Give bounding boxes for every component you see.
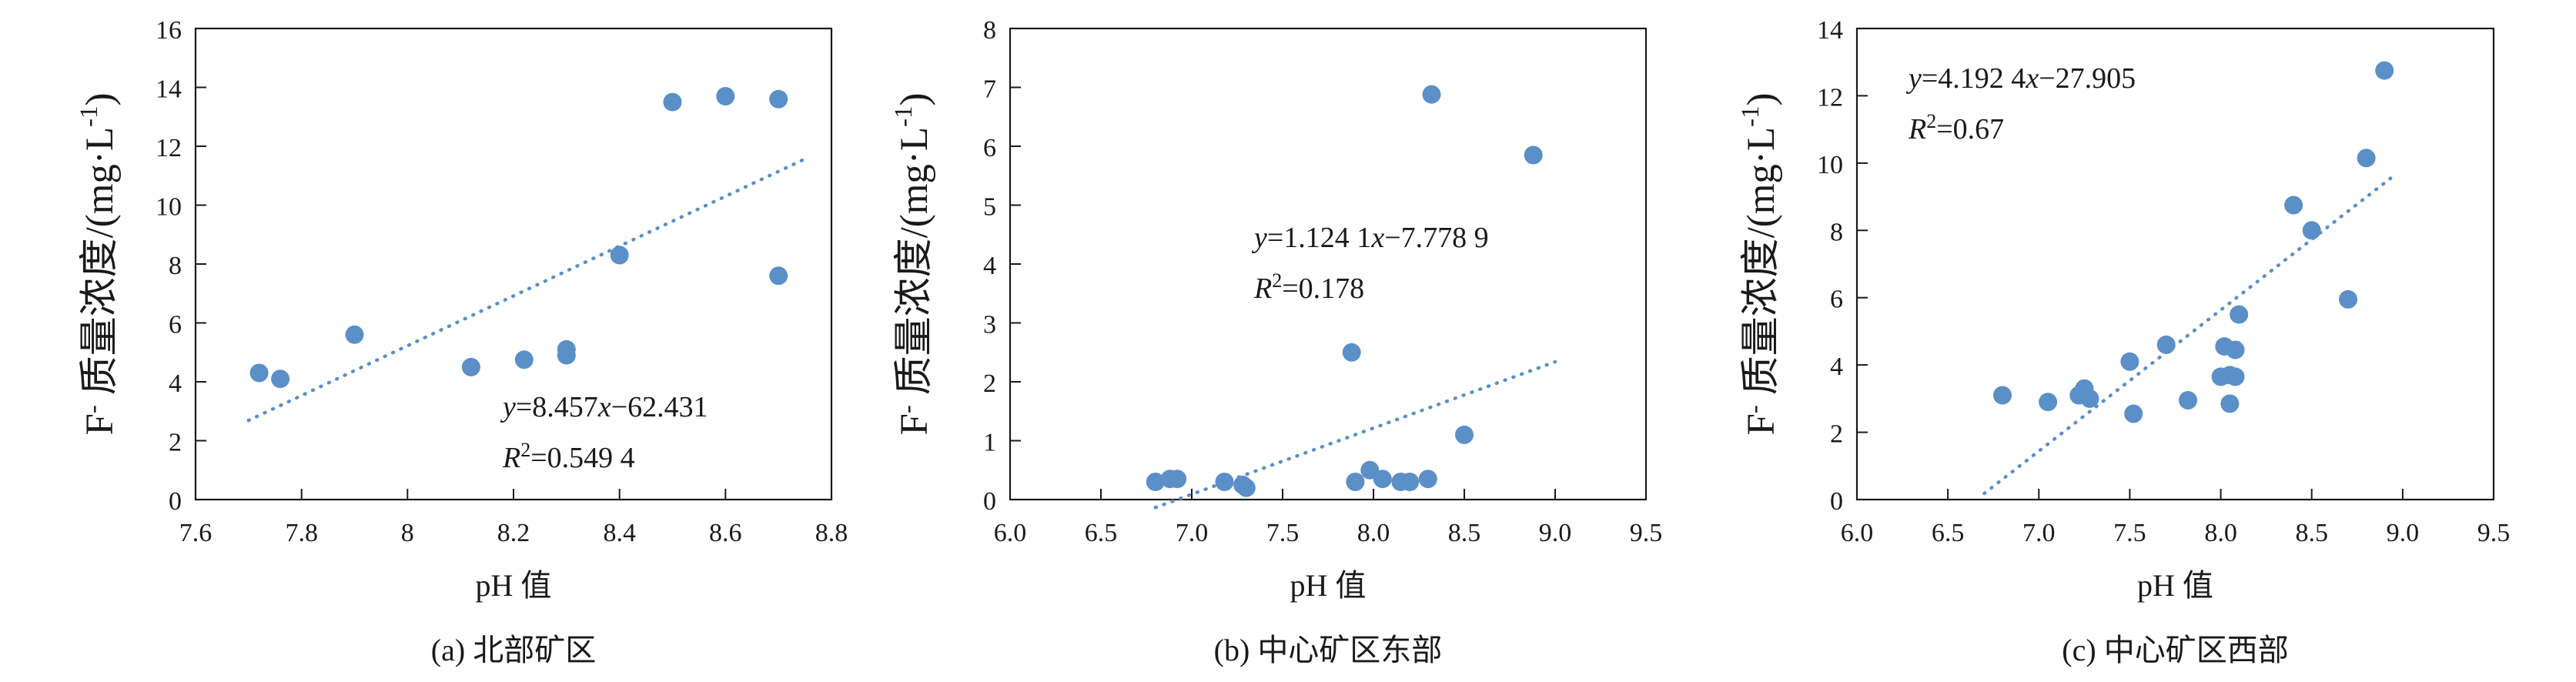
svg-text:10: 10 — [156, 193, 182, 222]
svg-text:8: 8 — [169, 252, 182, 280]
svg-text:4: 4 — [1830, 353, 1843, 381]
svg-text:6.0: 6.0 — [994, 519, 1027, 547]
svg-text:2: 2 — [169, 429, 182, 457]
svg-text:8.5: 8.5 — [1448, 519, 1481, 547]
svg-text:R2=0.67: R2=0.67 — [1908, 110, 2004, 145]
svg-text:8.0: 8.0 — [2204, 519, 2237, 547]
svg-text:3: 3 — [983, 311, 996, 339]
svg-text:7: 7 — [983, 75, 996, 104]
svg-text:(c) 中心矿区西部: (c) 中心矿区西部 — [2062, 633, 2288, 667]
svg-text:0: 0 — [983, 487, 996, 516]
svg-text:6.5: 6.5 — [1085, 519, 1118, 547]
svg-text:8: 8 — [983, 16, 996, 45]
svg-text:12: 12 — [156, 134, 182, 162]
svg-text:6.5: 6.5 — [1932, 519, 1965, 547]
svg-text:F- 质量浓度/(mg·L-1): F- 质量浓度/(mg·L-1) — [75, 92, 122, 435]
svg-text:8: 8 — [1830, 218, 1843, 246]
svg-text:7.5: 7.5 — [1266, 519, 1300, 547]
svg-text:9.5: 9.5 — [2477, 519, 2511, 547]
svg-text:8.2: 8.2 — [497, 519, 530, 547]
svg-text:8.0: 8.0 — [1357, 519, 1390, 547]
svg-text:R2=0.178: R2=0.178 — [1253, 269, 1364, 305]
svg-text:5: 5 — [983, 193, 996, 222]
svg-text:y=1.124 1x−7.778 9: y=1.124 1x−7.778 9 — [1251, 222, 1489, 254]
svg-text:9.5: 9.5 — [1630, 519, 1663, 547]
svg-text:8.8: 8.8 — [815, 519, 848, 547]
svg-text:y=4.192 4x−27.905: y=4.192 4x−27.905 — [1905, 62, 2136, 95]
svg-text:pH 值: pH 值 — [1290, 568, 1367, 603]
svg-text:9.0: 9.0 — [1539, 519, 1572, 547]
svg-text:y=8.457x−62.431: y=8.457x−62.431 — [500, 391, 708, 423]
svg-text:6: 6 — [169, 311, 182, 339]
svg-text:2: 2 — [983, 369, 996, 398]
svg-text:pH 值: pH 值 — [2137, 568, 2213, 603]
svg-text:7.5: 7.5 — [2113, 519, 2146, 547]
svg-text:8.6: 8.6 — [709, 519, 742, 547]
svg-text:(a) 北部矿区: (a) 北部矿区 — [431, 633, 596, 667]
svg-text:6: 6 — [1830, 286, 1843, 314]
svg-text:6: 6 — [983, 134, 996, 162]
svg-text:F- 质量浓度/(mg·L-1): F- 质量浓度/(mg·L-1) — [1737, 92, 1783, 435]
svg-text:8.5: 8.5 — [2295, 519, 2328, 547]
svg-text:7.8: 7.8 — [285, 519, 318, 547]
svg-text:0: 0 — [1830, 487, 1843, 516]
svg-text:(b) 中心矿区东部: (b) 中心矿区东部 — [1214, 633, 1443, 667]
svg-text:16: 16 — [156, 16, 182, 45]
svg-text:pH 值: pH 值 — [476, 568, 552, 603]
svg-text:8: 8 — [401, 519, 414, 547]
svg-text:14: 14 — [156, 75, 182, 104]
svg-text:R2=0.549 4: R2=0.549 4 — [502, 439, 635, 474]
svg-text:6.0: 6.0 — [1841, 519, 1874, 547]
svg-text:7.6: 7.6 — [179, 519, 212, 547]
svg-text:9.0: 9.0 — [2387, 519, 2420, 547]
svg-text:4: 4 — [169, 369, 182, 398]
svg-text:0: 0 — [169, 487, 182, 516]
svg-text:7.0: 7.0 — [2022, 519, 2056, 547]
svg-text:1: 1 — [983, 429, 996, 457]
svg-text:10: 10 — [1817, 151, 1843, 179]
svg-text:4: 4 — [983, 252, 996, 280]
svg-text:F- 质量浓度/(mg·L-1): F- 质量浓度/(mg·L-1) — [890, 92, 936, 435]
svg-text:14: 14 — [1817, 16, 1843, 45]
svg-text:12: 12 — [1817, 83, 1843, 112]
svg-text:7.0: 7.0 — [1176, 519, 1209, 547]
svg-text:8.4: 8.4 — [603, 519, 636, 547]
svg-text:2: 2 — [1830, 420, 1843, 449]
